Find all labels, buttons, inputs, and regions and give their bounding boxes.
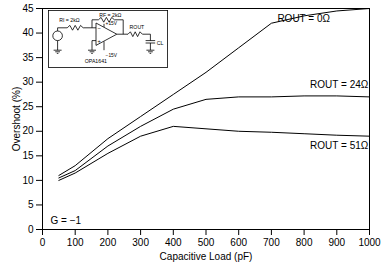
svg-text:35: 35 [22,52,34,63]
svg-text:800: 800 [296,237,313,248]
svg-text:30: 30 [22,76,34,87]
svg-text:RF = 2kΩ: RF = 2kΩ [99,12,121,18]
svg-text:OPA1641: OPA1641 [85,58,107,64]
svg-text:400: 400 [165,237,182,248]
svg-text:Overshoot (%): Overshoot (%) [11,87,22,151]
svg-text:1000: 1000 [358,237,381,248]
svg-text:700: 700 [263,237,280,248]
svg-text:20: 20 [22,125,34,136]
svg-text:+: + [98,38,101,44]
svg-text:G = −1: G = −1 [51,215,82,226]
svg-text:900: 900 [328,237,345,248]
svg-text:500: 500 [198,237,215,248]
svg-text:25: 25 [22,101,34,112]
svg-text:−15V: −15V [106,53,118,58]
svg-text:CL: CL [157,40,164,46]
svg-text:200: 200 [100,237,117,248]
svg-text:Capacitive Load (pF): Capacitive Load (pF) [160,251,253,262]
svg-text:300: 300 [132,237,149,248]
svg-text:ROUT = 51Ω: ROUT = 51Ω [310,140,369,151]
svg-text:100: 100 [67,237,84,248]
svg-text:RI = 2kΩ: RI = 2kΩ [59,17,80,23]
svg-text:ROUT = 24Ω: ROUT = 24Ω [310,79,369,90]
svg-text:10: 10 [22,175,34,186]
svg-text:0: 0 [28,224,34,235]
svg-text:15: 15 [22,150,34,161]
svg-text:ROUT: ROUT [130,24,146,30]
svg-text:600: 600 [230,237,247,248]
svg-text:5: 5 [28,199,34,210]
svg-text:ROUT = 0Ω: ROUT = 0Ω [277,13,330,24]
svg-text:40: 40 [22,27,34,38]
svg-text:+15V: +15V [106,21,118,26]
svg-text:45: 45 [22,3,34,14]
svg-text:−: − [98,25,101,31]
svg-text:0: 0 [40,237,46,248]
